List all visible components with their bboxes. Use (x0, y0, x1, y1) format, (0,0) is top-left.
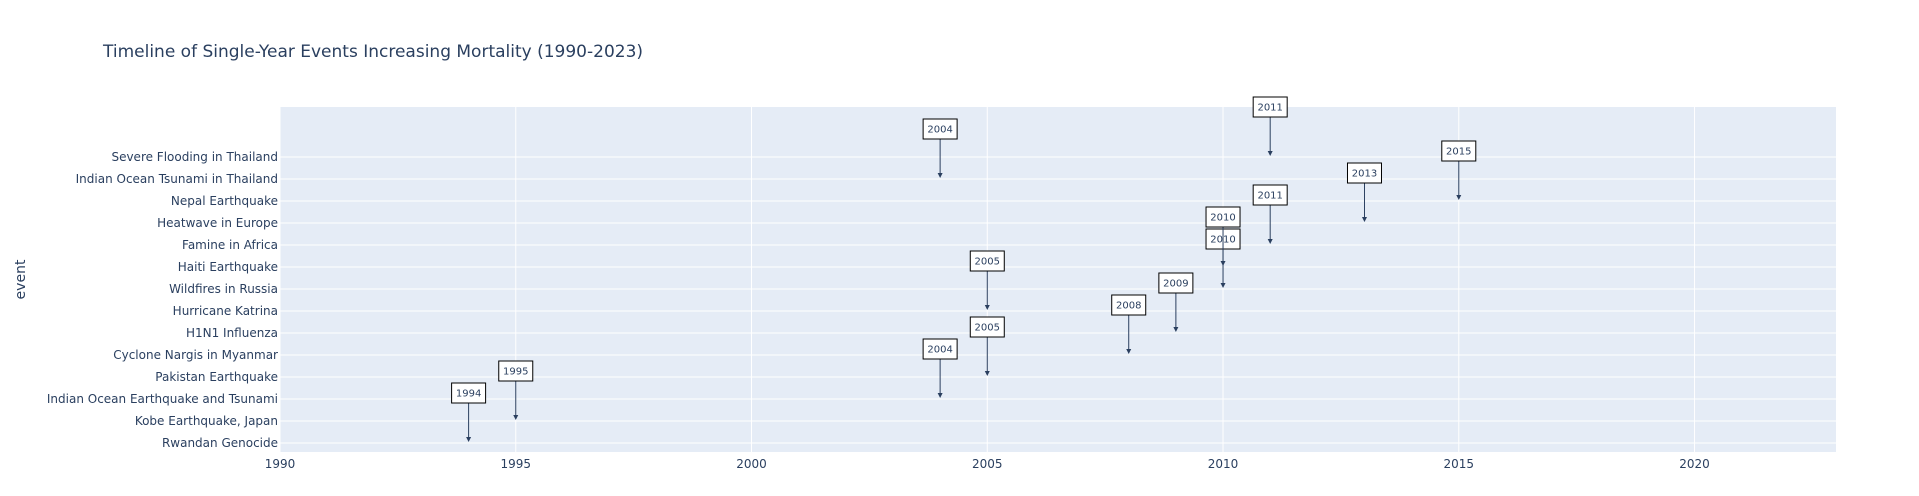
annotation-arrowhead (984, 371, 990, 376)
x-axis-ticks: 1990 1995 2000 2005 2010 2015 2020 (265, 457, 1710, 471)
annotation-year-label: 2015 (1446, 147, 1471, 158)
annotation-box (969, 316, 1005, 338)
annotation-arrowhead (1220, 283, 1226, 288)
annotation-box (498, 360, 534, 382)
data-point-annotation: 2005 (969, 316, 1005, 376)
x-tick-label: 2015 (1444, 457, 1475, 471)
y-tick-label: Indian Ocean Earthquake and Tsunami (47, 392, 278, 406)
plot-area (280, 107, 1836, 452)
y-axis-title: event (13, 259, 29, 299)
annotation-arrowhead (1361, 217, 1367, 222)
data-point-annotation: 2013 (1346, 162, 1382, 222)
data-point-annotation: 2011 (1252, 184, 1288, 244)
annotation-year-label: 2004 (927, 125, 952, 136)
annotation-box (1252, 96, 1288, 118)
data-point-annotation: 1994 (451, 382, 487, 442)
annotation-year-label: 1994 (456, 389, 481, 400)
annotations: 1994199520042005200820092005201020102011… (451, 96, 1477, 442)
annotation-box (451, 382, 487, 404)
chart-title: Timeline of Single-Year Events Increasin… (102, 42, 643, 62)
annotation-year-label: 1995 (503, 367, 528, 378)
annotation-year-label: 2005 (975, 257, 1000, 268)
data-point-annotation: 2004 (922, 338, 958, 398)
annotation-year-label: 2010 (1210, 213, 1235, 224)
annotation-arrowhead (1220, 261, 1226, 266)
annotation-arrowhead (513, 415, 519, 420)
x-tick-label: 2000 (736, 457, 767, 471)
annotation-year-label: 2004 (927, 345, 952, 356)
annotation-box (1346, 162, 1382, 184)
annotation-year-label: 2011 (1257, 191, 1282, 202)
data-point-annotation: 2005 (969, 250, 1005, 310)
annotation-arrowhead (937, 173, 943, 178)
data-point-annotation: 2008 (1111, 294, 1147, 354)
annotation-arrowhead (984, 305, 990, 310)
annotation-box (922, 338, 958, 360)
annotation-year-label: 2009 (1163, 279, 1188, 290)
data-point-annotation: 1995 (498, 360, 534, 420)
annotation-box (1252, 184, 1288, 206)
data-point-annotation: 2009 (1158, 272, 1194, 332)
y-tick-label: H1N1 Influenza (186, 326, 278, 340)
annotation-arrowhead (1267, 151, 1273, 156)
y-tick-label: Pakistan Earthquake (155, 370, 278, 384)
annotation-year-label: 2008 (1116, 301, 1141, 312)
y-tick-label: Kobe Earthquake, Japan (135, 414, 278, 428)
annotation-arrowhead (1126, 349, 1132, 354)
x-tick-label: 2020 (1679, 457, 1710, 471)
x-tick-label: 1995 (500, 457, 531, 471)
annotation-box (969, 250, 1005, 272)
y-tick-label: Severe Flooding in Thailand (111, 150, 278, 164)
data-point-annotation: 2015 (1441, 140, 1477, 200)
y-tick-label: Famine in Africa (182, 238, 278, 252)
y-tick-label: Cyclone Nargis in Myanmar (113, 348, 278, 362)
x-tick-label: 2010 (1208, 457, 1239, 471)
annotation-box (1441, 140, 1477, 162)
y-axis-ticks: Rwandan Genocide Kobe Earthquake, Japan In… (47, 150, 278, 450)
annotation-arrowhead (1267, 239, 1273, 244)
annotation-year-label: 2011 (1257, 103, 1282, 114)
y-tick-label: Rwandan Genocide (162, 436, 278, 450)
y-tick-label: Haiti Earthquake (178, 260, 278, 274)
annotation-arrowhead (1173, 327, 1179, 332)
annotation-year-label: 2005 (975, 323, 1000, 334)
data-point-annotation: 2004 (922, 118, 958, 178)
x-tick-label: 2005 (972, 457, 1003, 471)
annotation-box (1158, 272, 1194, 294)
data-point-annotation: 2011 (1252, 96, 1288, 156)
y-tick-label: Hurricane Katrina (173, 304, 278, 318)
annotation-year-label: 2013 (1352, 169, 1377, 180)
y-tick-label: Indian Ocean Tsunami in Thailand (76, 172, 278, 186)
annotation-arrowhead (466, 437, 472, 442)
annotation-arrowhead (937, 393, 943, 398)
data-point-annotation: 2010 (1205, 206, 1241, 266)
annotation-box (1111, 294, 1147, 316)
annotation-box (922, 118, 958, 140)
y-tick-label: Nepal Earthquake (171, 194, 278, 208)
annotation-arrowhead (1456, 195, 1462, 200)
y-tick-label: Wildfires in Russia (169, 282, 278, 296)
y-tick-label: Heatwave in Europe (157, 216, 278, 230)
x-tick-label: 1990 (265, 457, 296, 471)
annotation-box (1205, 206, 1241, 228)
